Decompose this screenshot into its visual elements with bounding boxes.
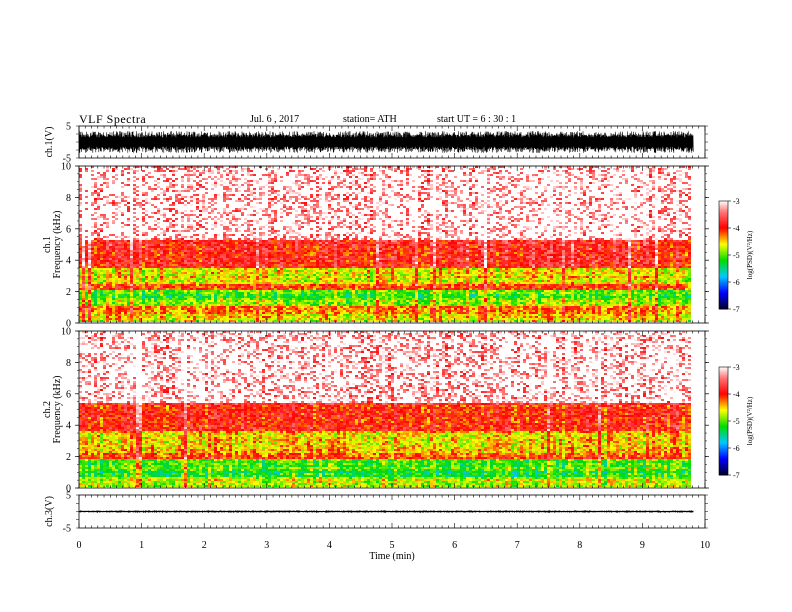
x-tick-label: 0	[77, 540, 82, 551]
spectrogram-cells	[79, 166, 691, 322]
y-tick-label: 5	[66, 491, 71, 502]
x-tick-label: 3	[264, 540, 269, 551]
ch2-y-axis-label: Frequency (kHz)	[52, 375, 63, 443]
x-tick-label: 4	[327, 540, 332, 551]
y-tick-label: -5	[63, 524, 71, 535]
ch1-colorbar-label: log(PSD)(V²/Hz)	[746, 230, 754, 279]
x-tick-label: 6	[452, 540, 457, 551]
y-tick-label: 2	[66, 452, 71, 463]
x-tick-label: 10	[700, 540, 710, 551]
y-tick-label: 4	[66, 256, 71, 267]
y-tick-label: 2	[66, 287, 71, 298]
colorbar-tick-label: -7	[733, 471, 740, 480]
y-tick-label: 8	[66, 193, 71, 204]
ch2-colorbar-label: log(PSD)(V²/Hz)	[746, 396, 754, 445]
y-tick-label: 6	[66, 389, 71, 400]
ch1-y-axis-label: Frequency (kHz)	[52, 210, 63, 278]
colorbar-tick-label: -7	[733, 305, 740, 314]
ch1-waveform-y-axis-label: ch.1(V)	[44, 127, 55, 158]
colorbar-tick-label: -6	[733, 444, 740, 453]
x-tick-label: 7	[515, 540, 520, 551]
y-tick-label: 4	[66, 421, 71, 432]
y-tick-label: -5	[63, 154, 71, 165]
y-tick-label: 5	[66, 122, 71, 133]
y-tick-label: 6	[66, 224, 71, 235]
colorbar-tick-label: -5	[733, 417, 740, 426]
x-tick-label: 5	[390, 540, 395, 551]
colorbar-tick-label: -3	[733, 363, 740, 372]
x-axis-label: Time (min)	[369, 551, 414, 562]
x-tick-label: 2	[202, 540, 207, 551]
colorbar-tick-label: -3	[733, 197, 740, 206]
x-tick-label: 9	[640, 540, 645, 551]
spectrogram-cells	[79, 331, 691, 487]
colorbar-tick-label: -5	[733, 251, 740, 260]
colorbar-tick-label: -4	[733, 224, 740, 233]
ch3-waveform-y-axis-label: ch.3(V)	[44, 496, 55, 527]
ch3-waveform-line	[79, 511, 693, 513]
colorbar-tick-label: -6	[733, 278, 740, 287]
y-tick-label: 10	[61, 327, 71, 338]
x-tick-label: 1	[139, 540, 144, 551]
y-tick-label: 8	[66, 358, 71, 369]
ch1-waveform-line	[79, 131, 693, 153]
colorbar-tick-label: -4	[733, 390, 740, 399]
x-tick-label: 8	[577, 540, 582, 551]
